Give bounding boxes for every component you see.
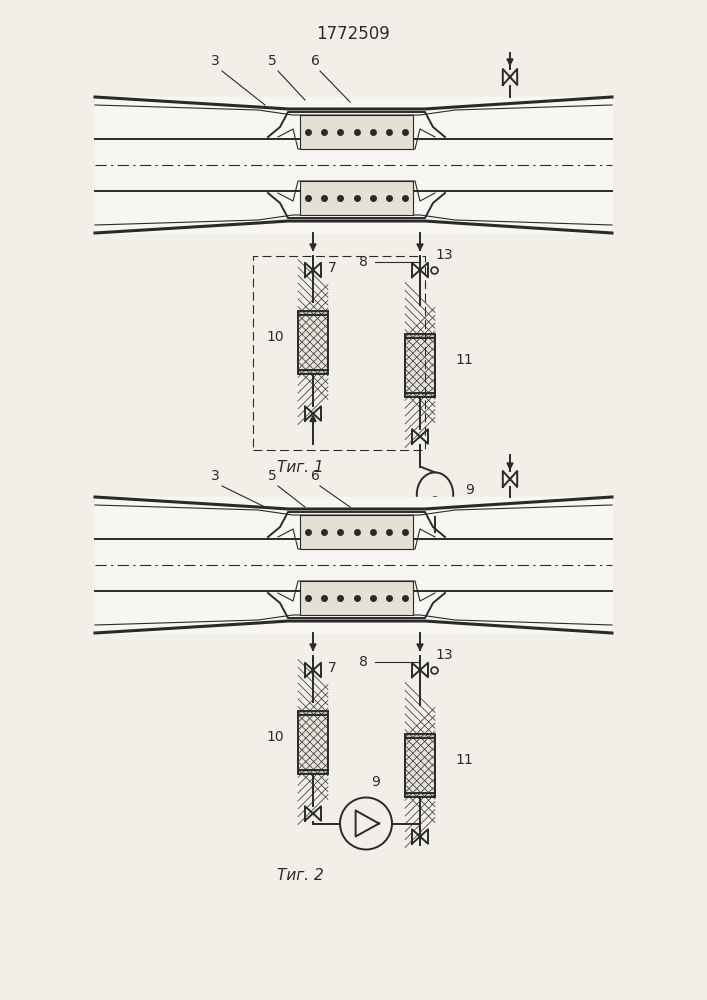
Text: 10: 10 [267,730,284,744]
Bar [405,738,435,792]
Bar [298,310,328,314]
Bar [300,581,413,615]
Text: 8: 8 [359,655,368,669]
Text: 13: 13 [435,248,452,262]
Polygon shape [310,644,316,650]
Bar [300,181,413,215]
Bar [300,115,413,149]
Text: 3: 3 [211,54,219,68]
Text: 6: 6 [310,469,320,483]
Polygon shape [310,416,316,422]
Text: 11: 11 [455,753,473,767]
Bar [300,515,413,549]
Polygon shape [507,59,513,65]
Text: 1772509: 1772509 [316,25,390,43]
Text: 7: 7 [328,261,337,275]
Bar [298,770,328,774]
Text: 3: 3 [211,469,219,483]
Polygon shape [310,244,316,250]
Text: 5: 5 [268,54,276,68]
Text: Τиг. 2: Τиг. 2 [276,867,323,882]
Polygon shape [431,525,438,532]
Polygon shape [417,244,423,250]
Text: 7: 7 [328,661,337,675]
Text: 10: 10 [267,330,284,344]
Text: 9: 9 [371,774,380,788]
Bar [405,392,435,396]
Text: 11: 11 [455,353,473,367]
Text: Τиг. 1: Τиг. 1 [276,460,323,475]
Text: 13: 13 [435,648,452,662]
Polygon shape [507,463,513,469]
Bar [298,710,328,714]
Text: 8: 8 [359,255,368,269]
Bar [298,314,328,369]
Text: 6: 6 [310,54,320,68]
Text: 5: 5 [268,469,276,483]
Polygon shape [417,644,423,650]
Bar [405,338,435,392]
Bar [405,334,435,338]
Text: 9: 9 [465,483,474,496]
Bar [405,792,435,796]
Bar [298,369,328,373]
Bar [298,714,328,770]
Bar [405,734,435,738]
